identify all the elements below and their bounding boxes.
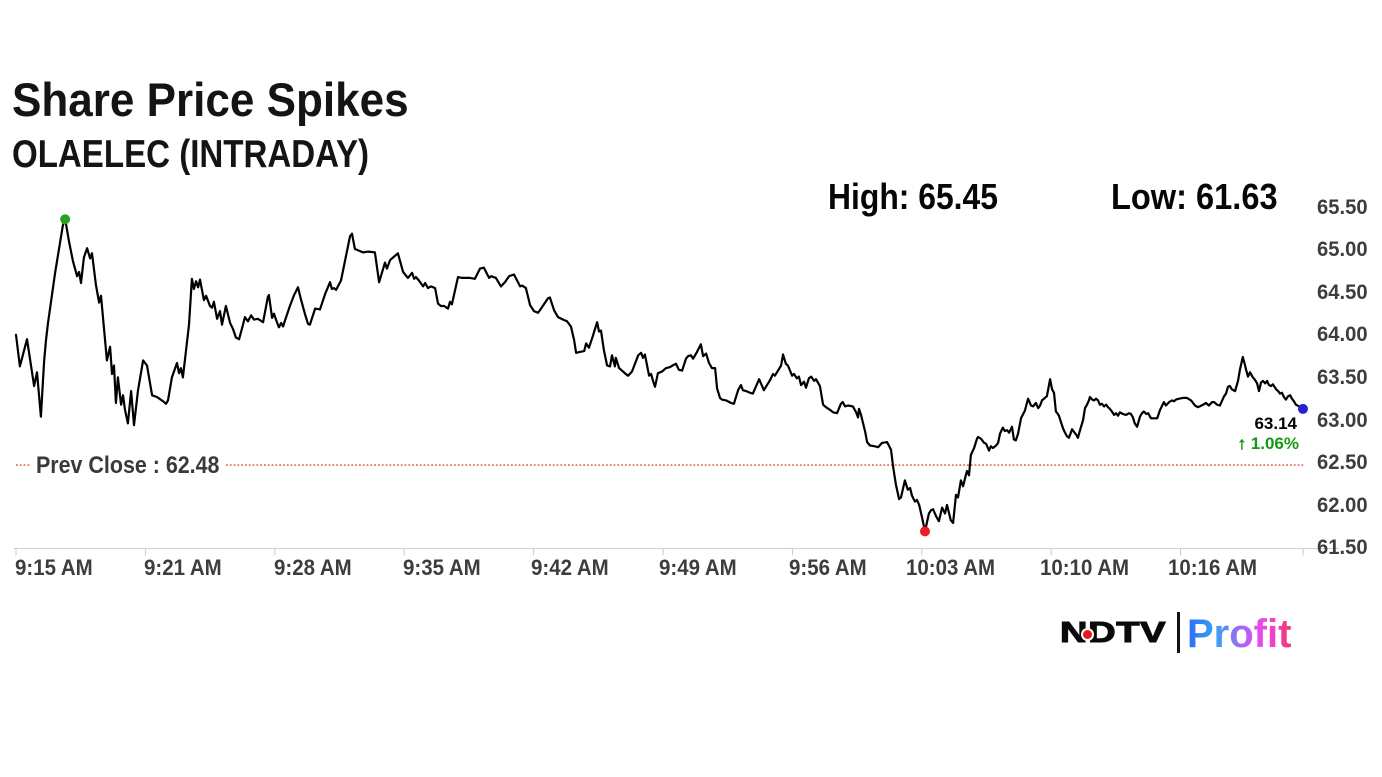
high-value-label: High: 65.45	[828, 176, 998, 217]
price-line	[14, 218, 1305, 533]
y-axis-label: 63.00	[1316, 408, 1368, 432]
y-axis-label: 64.00	[1316, 323, 1368, 347]
change-percent-label: ↑ 1.06%	[1237, 434, 1299, 454]
x-axis-label: 9:56 AM	[789, 554, 867, 580]
y-axis-label: 65.50	[1316, 195, 1368, 219]
y-axis-label: 64.50	[1316, 280, 1368, 304]
x-axis-label: 9:35 AM	[402, 554, 481, 580]
x-axis-label: 9:49 AM	[659, 554, 737, 580]
page-title: Share Price Spikes	[12, 73, 409, 126]
y-axis-label: 61.50	[1316, 536, 1368, 560]
change-percent-value: 1.06%	[1250, 434, 1299, 454]
x-axis-label: 9:15 AM	[15, 554, 93, 580]
y-axis-label: 63.50	[1316, 366, 1368, 389]
up-arrow-icon: ↑	[1237, 434, 1247, 454]
x-axis-label: 9:28 AM	[273, 554, 352, 580]
high-point-marker	[60, 214, 71, 225]
x-axis-label: 9:42 AM	[531, 554, 609, 580]
x-axis-label: 10:10 AM	[1040, 554, 1130, 580]
y-axis-label: 62.00	[1316, 493, 1368, 517]
x-axis-label: 10:03 AM	[906, 554, 996, 580]
y-axis-label: 62.50	[1316, 451, 1368, 475]
low-point-marker	[919, 526, 930, 537]
last-point-marker	[1297, 403, 1308, 414]
last-price-label: 63.14	[1254, 414, 1297, 433]
low-value-label: Low: 61.63	[1111, 176, 1278, 217]
x-axis-label: 10:16 AM	[1167, 554, 1257, 580]
y-axis-label: 65.00	[1316, 238, 1368, 262]
x-axis-label: 9:21 AM	[144, 554, 222, 580]
prev-close-label: Prev Close : 62.48	[36, 452, 220, 480]
chart-subtitle-symbol: OLAELEC (INTRADAY)	[12, 133, 370, 176]
